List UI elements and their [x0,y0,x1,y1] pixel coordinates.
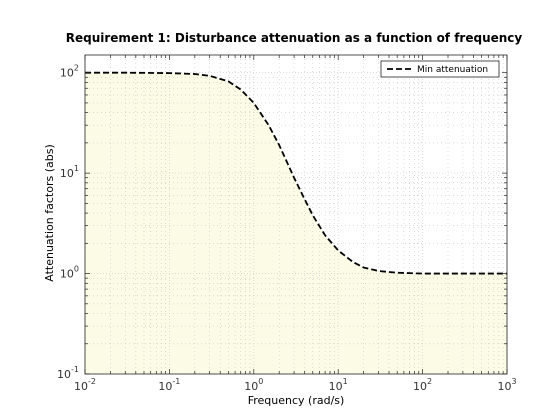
series-line-min-attenuation [85,71,507,275]
y-tick-label: 100 [60,265,79,281]
y-tick-labels: 10-1 100 101 102 [57,64,79,381]
shaded-region [85,72,507,374]
y-tick-label: 10-1 [57,365,79,381]
x-tick-label: 10-2 [74,377,96,393]
x-tick-label: 102 [413,377,432,393]
plot-area [84,54,508,375]
legend-label: Min attenuation [417,65,488,75]
plot-border [84,54,508,375]
x-tick-label: 103 [497,377,516,393]
legend-box [380,60,500,78]
y-tick-label: 102 [60,64,79,80]
y-tick-label: 101 [60,164,79,180]
chart-title: Requirement 1: Disturbance attenuation a… [66,31,523,45]
x-tick-label: 101 [329,377,348,393]
x-tick-label: 100 [244,377,263,393]
x-tick-label: 10-1 [158,377,180,393]
legend: Min attenuation [380,60,500,78]
axis-ticks [84,55,508,375]
x-tick-labels: 10-2 10-1 100 101 102 103 [74,377,517,393]
x-axis-label: Frequency (rad/s) [248,394,345,407]
y-axis-label: Attenuation factors (abs) [43,144,56,281]
